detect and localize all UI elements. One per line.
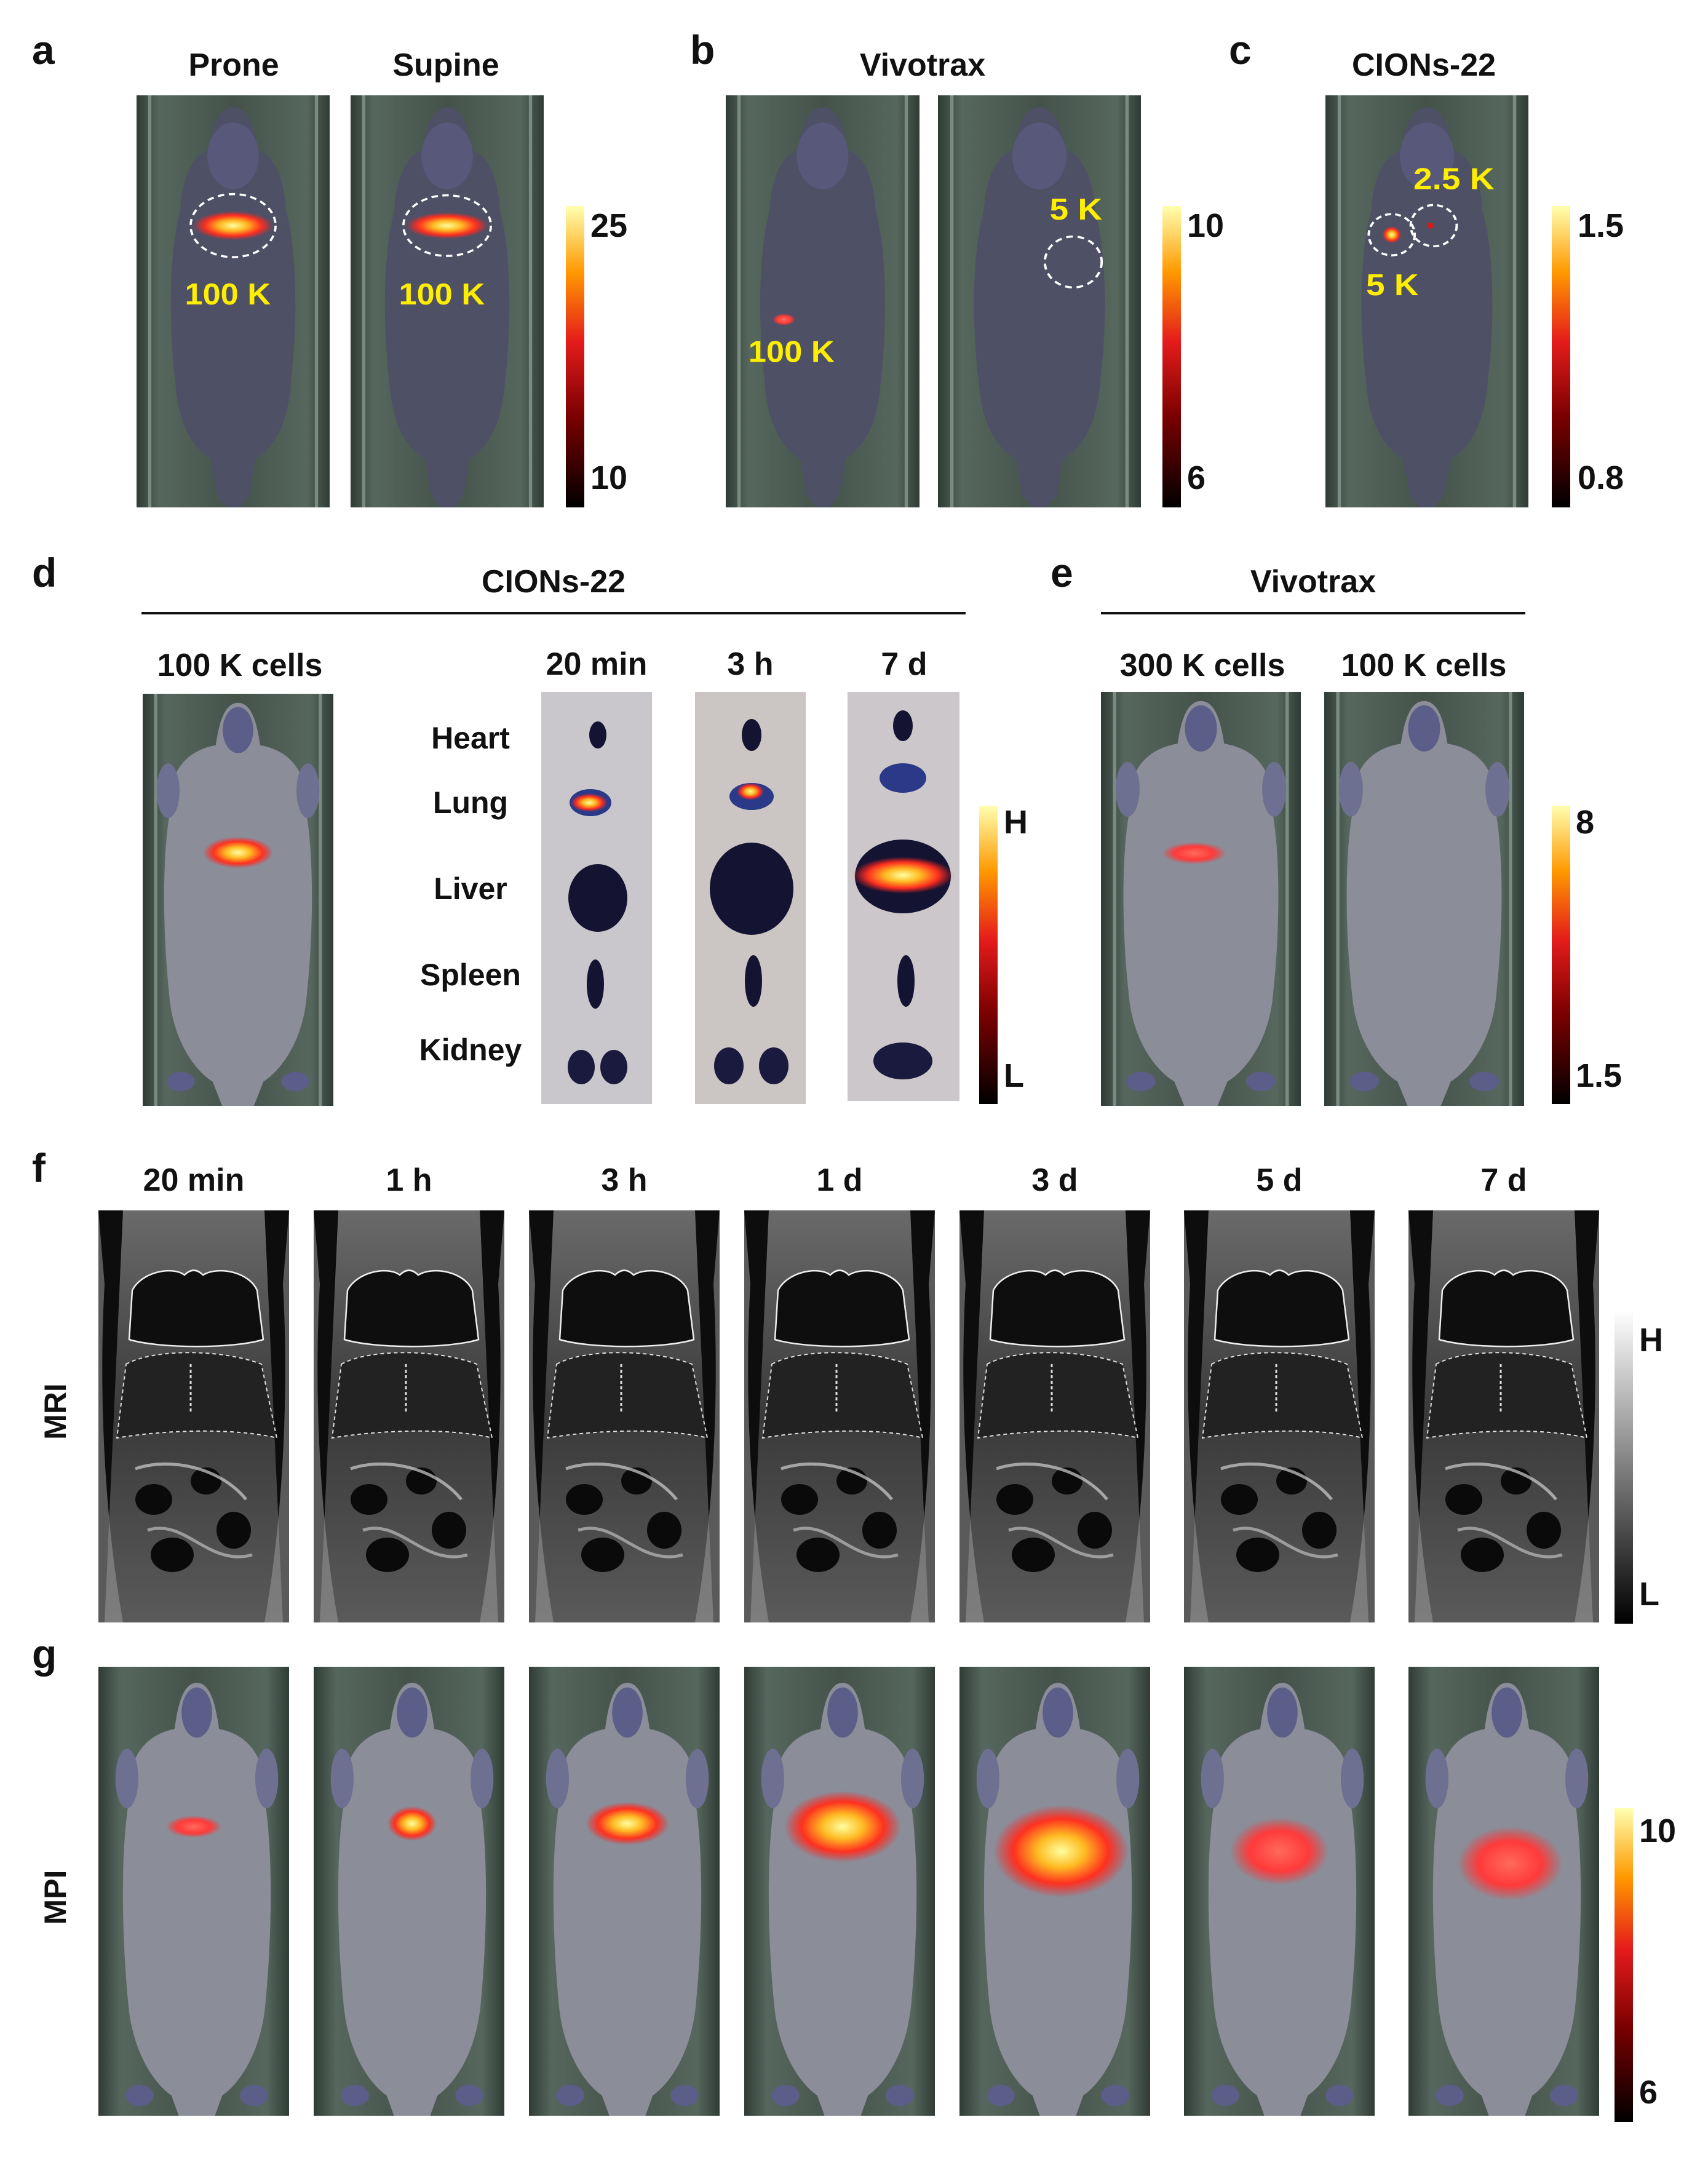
d-time-3h: 3 h <box>727 646 774 682</box>
d-organs-20min <box>541 692 652 1104</box>
a-image-prone: 100 K <box>137 95 330 507</box>
d-group-rule <box>141 612 966 614</box>
b-colorbar-max: 10 <box>1187 207 1225 244</box>
e-colorbar <box>1552 806 1570 1104</box>
e-title-100k: 100 K cells <box>1341 648 1507 683</box>
panel-letter-a: a <box>32 27 55 73</box>
e-image-100k <box>1324 692 1524 1106</box>
b-cell-label-right: 5 K <box>1050 193 1103 227</box>
d-organ-heart: Heart <box>431 721 510 755</box>
f-time-2: 3 h <box>601 1162 648 1198</box>
a-colorbar-min: 10 <box>590 459 628 496</box>
panel-letter-c: c <box>1229 27 1252 73</box>
a-colorbar-max: 25 <box>590 207 628 244</box>
g-colorbar-min: 6 <box>1639 2074 1658 2111</box>
d-colorbar-max: H <box>1004 804 1028 841</box>
f-time-3: 1 d <box>816 1162 863 1198</box>
b-colorbar-min: 6 <box>1187 459 1206 496</box>
c-cell-label-bottom: 5 K <box>1366 269 1419 303</box>
e-group-rule <box>1101 612 1525 614</box>
b-title: Vivotrax <box>859 47 986 83</box>
panel-letter-b: b <box>690 27 715 73</box>
d-cells-title: 100 K cells <box>157 648 323 683</box>
panel-letter-d: d <box>32 550 57 595</box>
a-title-supine: Supine <box>392 47 499 83</box>
d-organs-7d <box>848 692 959 1101</box>
f-time-6: 7 d <box>1480 1162 1527 1198</box>
d-time-20min: 20 min <box>546 646 648 682</box>
f-mri-image <box>744 1210 935 1622</box>
g-colorbar-max: 10 <box>1639 1813 1677 1849</box>
g-mpi-image <box>744 1667 935 2116</box>
g-row-label: MPI <box>38 1870 73 1925</box>
b-image-right: 5 K <box>938 95 1141 507</box>
d-colorbar-min: L <box>1004 1057 1024 1094</box>
f-colorbar <box>1615 1310 1633 1624</box>
c-colorbar-max: 1.5 <box>1578 207 1624 244</box>
a-colorbar <box>566 206 584 507</box>
g-colorbar <box>1615 1808 1633 2122</box>
b-image-left: 100 K <box>726 95 920 507</box>
b-colorbar <box>1162 206 1181 507</box>
a-image-supine: 100 K <box>351 95 544 507</box>
e-colorbar-max: 8 <box>1576 804 1595 841</box>
panel-letter-e: e <box>1051 550 1073 595</box>
f-mri-image <box>314 1210 504 1622</box>
f-row-label: MRI <box>38 1383 73 1440</box>
a-cell-label-prone: 100 K <box>185 277 271 311</box>
panel-letter-f: f <box>32 1145 46 1191</box>
f-mri-image <box>1184 1210 1375 1622</box>
d-organ-lung: Lung <box>432 785 509 820</box>
c-colorbar <box>1552 206 1570 507</box>
d-group-title: CIONs-22 <box>481 564 626 600</box>
g-mpi-image <box>1184 1667 1375 2116</box>
panel-letter-g: g <box>32 1631 57 1677</box>
g-mpi-image <box>314 1667 504 2116</box>
f-colorbar-min: L <box>1639 1576 1659 1613</box>
f-mri-image <box>959 1210 1150 1622</box>
f-time-0: 20 min <box>143 1162 245 1198</box>
f-time-4: 3 d <box>1031 1162 1078 1198</box>
d-time-7d: 7 d <box>881 646 927 682</box>
f-time-1: 1 h <box>386 1162 432 1198</box>
g-mpi-image <box>1408 1667 1599 2116</box>
d-organ-kidney: Kidney <box>419 1033 522 1067</box>
c-cell-label-top: 2.5 K <box>1413 162 1495 196</box>
f-colorbar-max: H <box>1639 1322 1663 1359</box>
e-title-300k: 300 K cells <box>1119 648 1285 683</box>
a-cell-label-supine: 100 K <box>399 277 485 311</box>
a-title-prone: Prone <box>188 47 279 83</box>
d-colorbar <box>979 806 998 1104</box>
e-image-300k <box>1101 692 1301 1106</box>
d-organs-3h <box>695 692 806 1104</box>
g-mpi-image <box>529 1667 720 2116</box>
g-mpi-image <box>98 1667 289 2116</box>
d-image-whole-mouse <box>143 694 333 1106</box>
g-mpi-image <box>959 1667 1150 2116</box>
f-mri-image <box>529 1210 720 1622</box>
f-mri-image <box>98 1210 289 1622</box>
d-organ-liver: Liver <box>434 872 507 906</box>
c-colorbar-min: 0.8 <box>1578 459 1624 496</box>
e-colorbar-min: 1.5 <box>1576 1057 1623 1094</box>
d-organ-spleen: Spleen <box>420 958 521 992</box>
f-mri-image <box>1408 1210 1599 1622</box>
c-image: 2.5 K 5 K <box>1325 95 1528 507</box>
c-title: CIONs-22 <box>1351 47 1496 83</box>
f-time-5: 5 d <box>1256 1162 1303 1198</box>
b-cell-label-left: 100 K <box>749 335 835 368</box>
e-group-title: Vivotrax <box>1250 564 1376 600</box>
